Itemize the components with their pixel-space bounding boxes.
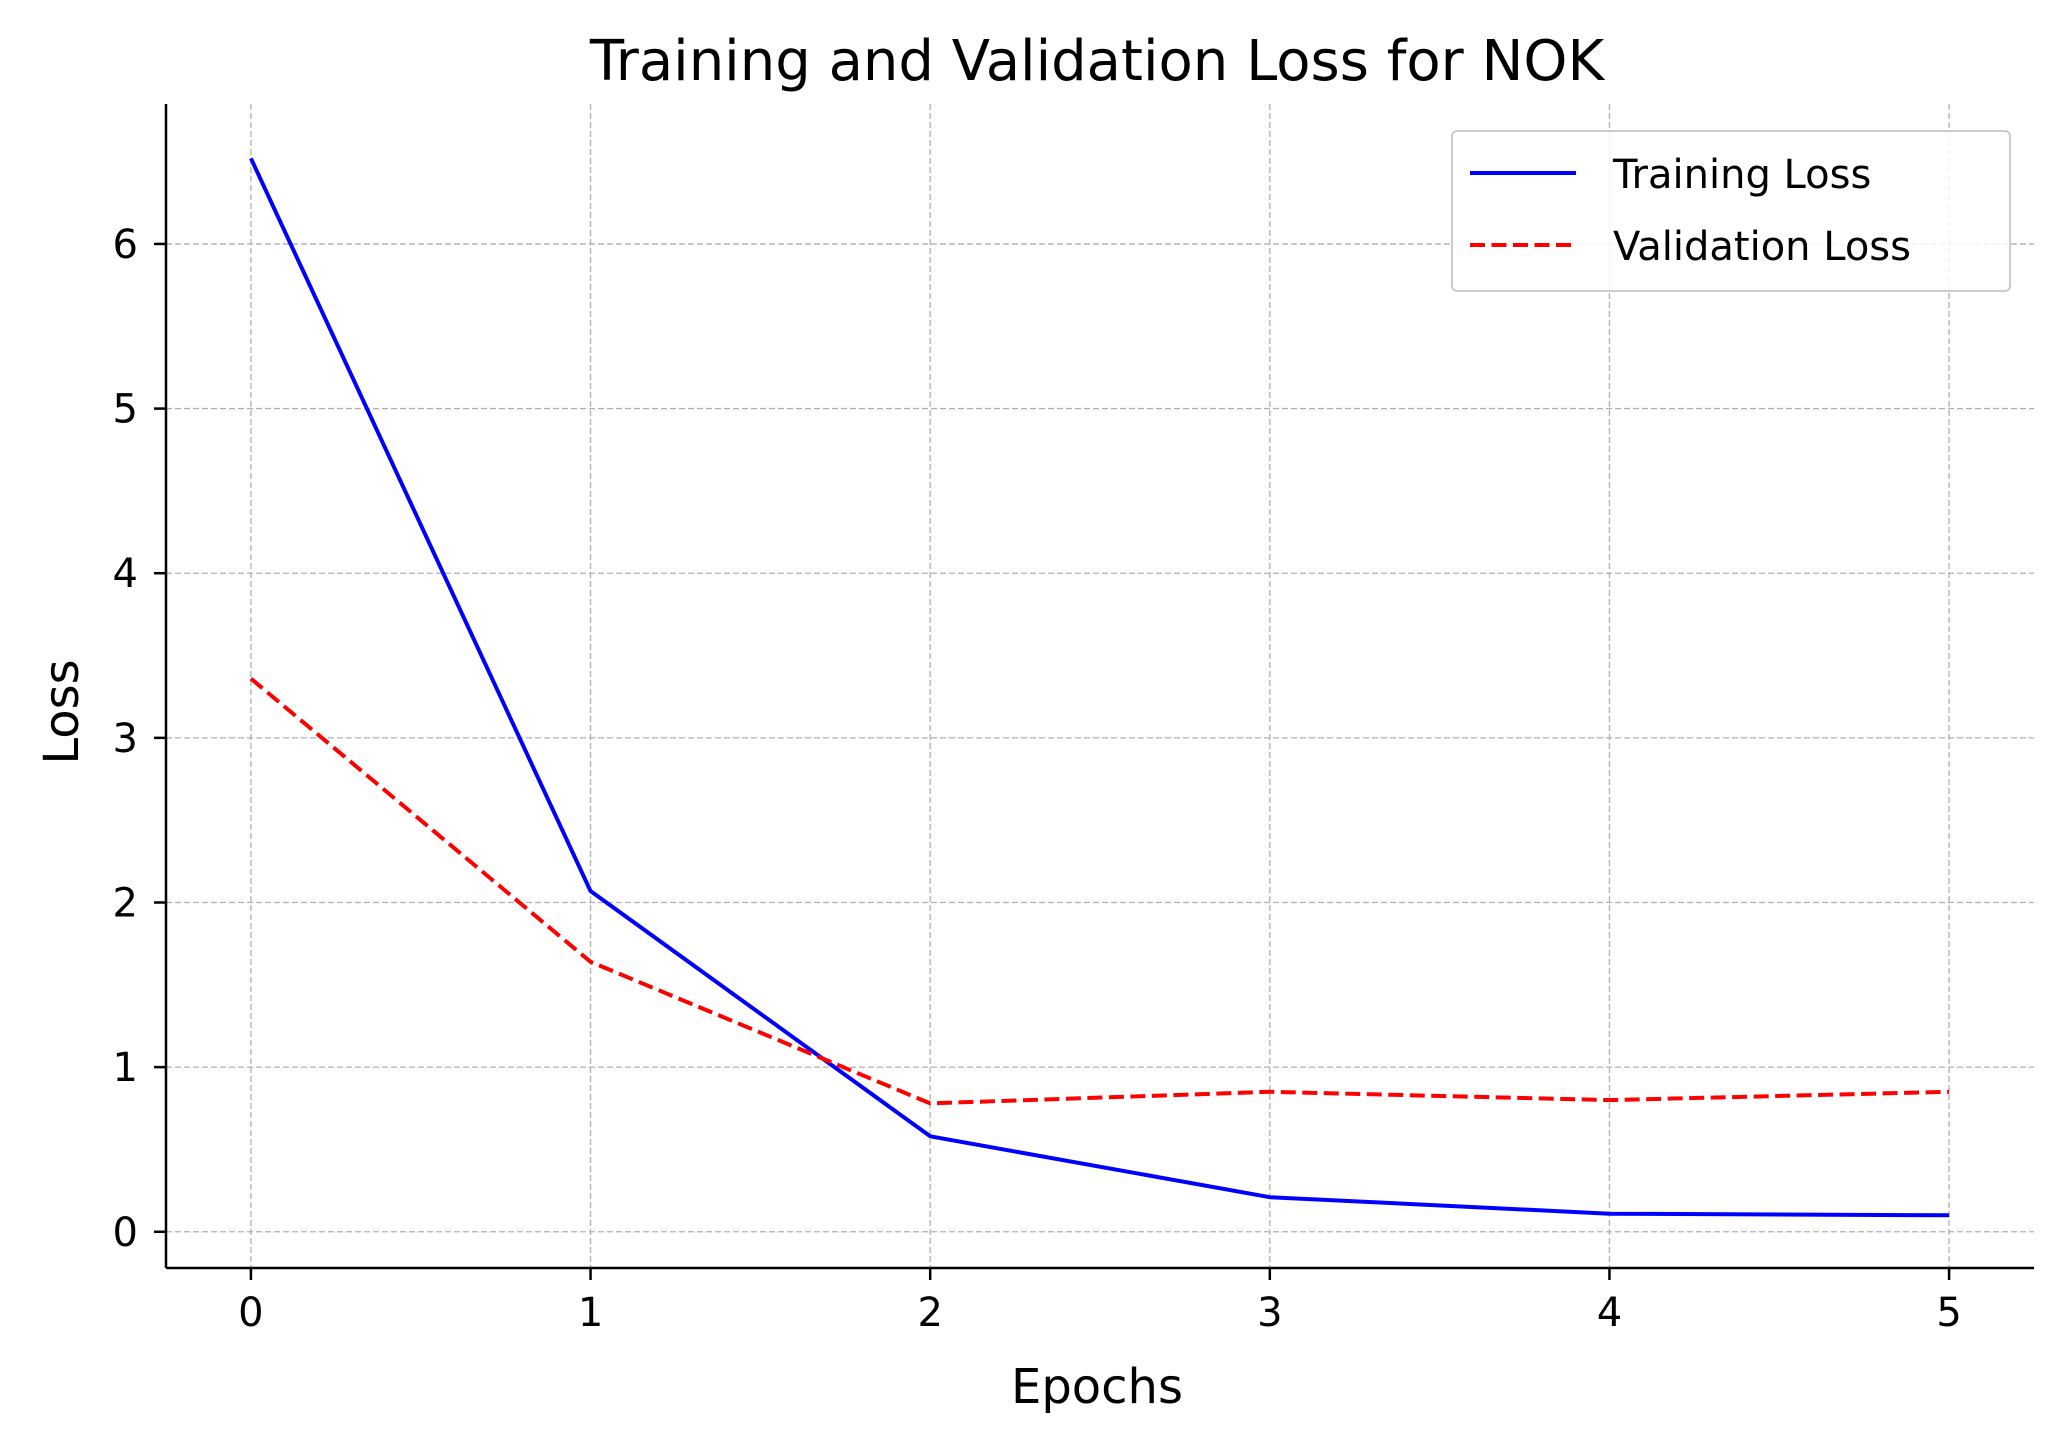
series — [249, 157, 1950, 1218]
ticks: 0 1 2 3 4 5 0 1 2 3 4 5 6 — [113, 222, 1962, 1336]
x-axis-label: Epochs — [1011, 1359, 1183, 1415]
x-tick-label-1: 1 — [578, 1290, 603, 1336]
y-tick-label-1: 1 — [113, 1045, 138, 1091]
y-tick-label-2: 2 — [113, 881, 138, 927]
series-line-training-loss — [249, 157, 1950, 1218]
legend-box — [1451, 130, 2011, 292]
x-tick-label-2: 2 — [917, 1290, 942, 1336]
legend: Training Loss Validation Loss — [1451, 130, 2011, 292]
y-tick-label-6: 6 — [113, 222, 138, 268]
axes — [164, 104, 2034, 1270]
x-tick-label-5: 5 — [1936, 1290, 1961, 1336]
chart-title: Training and Validation Loss for NOK — [589, 29, 1606, 94]
grid — [166, 104, 2034, 1268]
series-line-validation-loss — [249, 677, 1950, 1106]
y-tick-label-4: 4 — [113, 551, 138, 597]
legend-label-training-loss: Training Loss — [1612, 152, 1871, 198]
x-tick-label-3: 3 — [1257, 1290, 1282, 1336]
x-tick-label-0: 0 — [238, 1290, 263, 1336]
y-tick-label-3: 3 — [113, 716, 138, 762]
y-axis-label: Loss — [34, 659, 90, 764]
x-tick-label-4: 4 — [1597, 1290, 1622, 1336]
y-tick-label-5: 5 — [113, 387, 138, 433]
y-tick-label-0: 0 — [113, 1210, 138, 1256]
legend-label-validation-loss: Validation Loss — [1613, 224, 1911, 270]
